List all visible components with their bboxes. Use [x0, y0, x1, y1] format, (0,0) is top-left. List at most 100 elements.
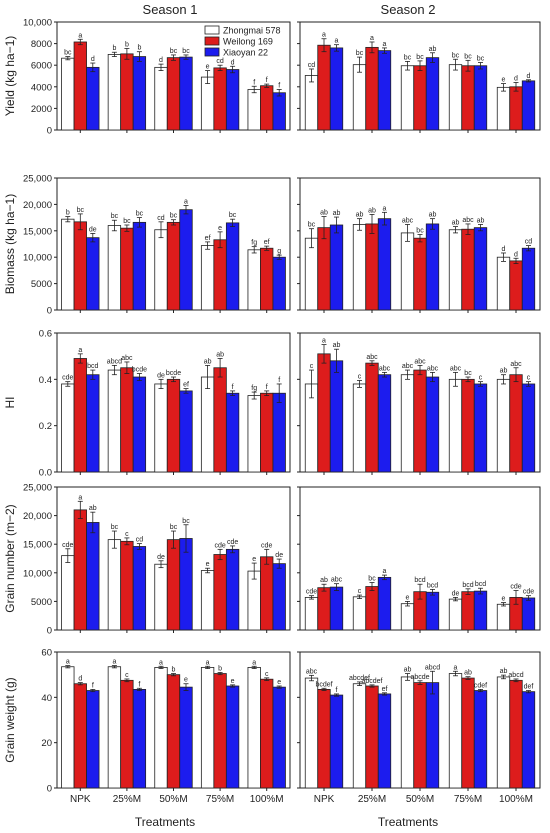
bar-0 [496, 603, 511, 631]
bar-0 [304, 237, 319, 311]
bar-1 [213, 554, 227, 631]
y-tick-label: 25,000 [23, 174, 52, 185]
panel-2: 0 5000 10,000 15,000 20,000 25,000 Biomass (kg… [3, 174, 291, 317]
y-tick-label: 0 [47, 784, 52, 795]
bar-0 [448, 598, 463, 631]
bar-1 [120, 367, 134, 473]
bar-0 [61, 666, 75, 789]
significance-letter: a [184, 198, 188, 205]
y-tick-label: 0.0 [39, 468, 52, 479]
significance-letter: ab [500, 368, 508, 375]
significance-letter: cde [523, 589, 534, 596]
significance-letter: cde [306, 589, 317, 596]
bar-2 [86, 66, 100, 131]
bar-0 [247, 570, 261, 631]
significance-letter: cde [261, 542, 272, 549]
significance-letter: bcd [427, 582, 438, 589]
bar-1 [413, 369, 427, 473]
season-1-title: Season 1 [143, 2, 198, 17]
significance-letter: bc [416, 54, 424, 61]
bar-1 [413, 65, 427, 131]
x-tick-label: 50%M [159, 794, 187, 805]
significance-letter: c [358, 373, 362, 380]
bar-2 [329, 586, 344, 631]
bar-1 [461, 65, 475, 131]
y-axis-label: Grain number (m−2) [3, 504, 17, 612]
bar-0 [107, 54, 122, 131]
significance-letter: bc [368, 576, 376, 583]
significance-letter: de [452, 590, 460, 597]
y-tick-label: 6000 [31, 61, 52, 72]
bar-0 [61, 57, 75, 131]
x-tick-label: 100%M [250, 794, 284, 805]
bar-2 [377, 693, 392, 789]
significance-letter: a [78, 494, 82, 501]
significance-letter: ef [264, 239, 270, 246]
bar-1 [461, 228, 475, 311]
bar-0 [352, 596, 367, 631]
significance-letter: bc [308, 222, 316, 229]
bar-2 [272, 92, 286, 131]
significance-letter: de [89, 226, 97, 233]
bar-1 [509, 679, 523, 789]
bar-1 [317, 353, 331, 473]
significance-letter: d [514, 75, 518, 82]
bar-1 [413, 682, 427, 789]
significance-letter: bc [356, 50, 364, 57]
significance-letter: cde [214, 542, 225, 549]
bar-1 [317, 689, 331, 789]
bar-1 [166, 57, 181, 131]
bar-1 [461, 378, 475, 473]
significance-letter: bcd [462, 582, 473, 589]
y-tick-label: 5000 [31, 279, 52, 290]
bar-2 [86, 237, 100, 311]
bar-0 [107, 369, 122, 473]
bar-2 [179, 209, 193, 311]
significance-letter: d [527, 73, 531, 80]
significance-letter: c [125, 672, 129, 679]
significance-letter: cde [510, 584, 521, 591]
significance-letter: e [502, 77, 506, 84]
bar-0 [247, 89, 261, 131]
significance-letter: cde [62, 375, 73, 382]
significance-letter: abc [366, 354, 378, 361]
significance-letter: b [66, 210, 70, 217]
significance-letter: a [159, 659, 163, 666]
significance-letter: d [514, 251, 518, 258]
significance-letter: c [358, 588, 362, 595]
significance-letter: abcd [508, 672, 523, 679]
bar-1 [213, 673, 227, 789]
bar-0 [400, 65, 415, 131]
bar-1 [260, 247, 274, 311]
significance-letter: ab [429, 46, 437, 53]
bar-0 [61, 383, 75, 473]
legend-swatch-2 [204, 47, 220, 57]
bar-0 [200, 76, 215, 131]
x-tick-label: 25%M [358, 794, 386, 805]
significance-letter: f [253, 79, 255, 86]
y-tick-label: 40 [41, 693, 52, 704]
x-tick-label: 75%M [206, 794, 234, 805]
bar-2 [329, 47, 344, 131]
bar-2 [272, 256, 286, 311]
significance-letter: c [527, 375, 531, 382]
bar-2 [132, 221, 147, 311]
bar-2 [86, 522, 100, 631]
bar-0 [107, 225, 122, 311]
y-tick-label: 10,000 [23, 568, 52, 579]
significance-letter: b [112, 45, 116, 52]
legend-label-1: Weilong 169 [223, 37, 273, 47]
significance-letter: cdef [474, 682, 487, 689]
bar-0 [400, 232, 415, 311]
x-axis-label-left: Treatments [135, 815, 195, 829]
bar-0 [496, 256, 511, 311]
significance-letter: f [336, 687, 338, 694]
bar-2 [521, 597, 536, 631]
significance-letter: de [275, 552, 283, 559]
x-axis-label-right: Treatments [378, 815, 438, 829]
y-tick-label: 25,000 [23, 483, 52, 494]
significance-letter: abc [427, 365, 439, 372]
significance-letter: bc [404, 54, 412, 61]
y-tick-label: 2000 [31, 104, 52, 115]
bar-2 [521, 691, 536, 789]
